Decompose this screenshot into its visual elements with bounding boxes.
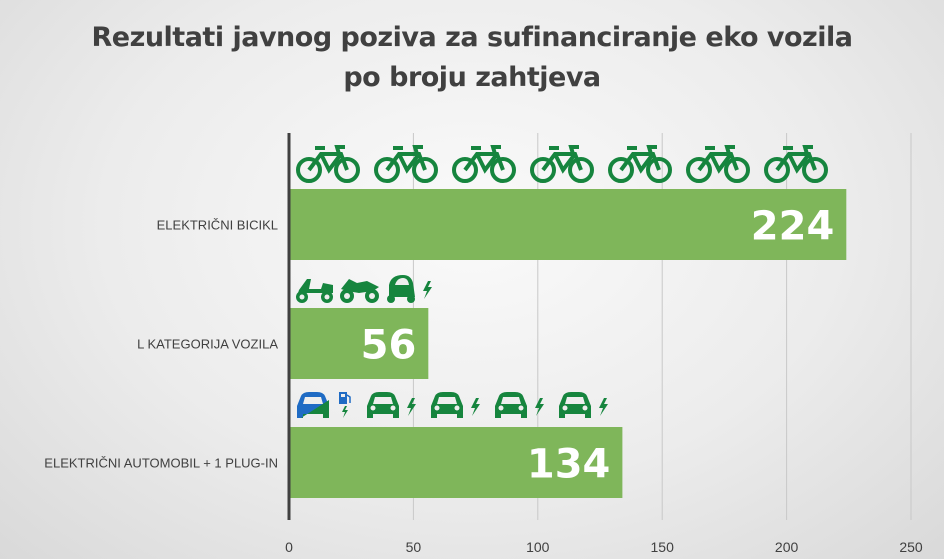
bicycle-icon: [764, 145, 828, 183]
bolt-icon: [535, 398, 544, 416]
chart-title: Rezultati javnog poziva za sufinanciranj…: [0, 18, 944, 98]
bicycle-icon: [374, 145, 438, 183]
car-icon: [367, 392, 399, 418]
scooter-icon: [296, 279, 333, 303]
category-label: ELEKTRIČNI AUTOMOBIL + 1 PLUG-IN: [44, 456, 278, 471]
car-icon: [431, 392, 463, 418]
x-tick-label: 0: [285, 539, 293, 555]
motorcycle-icon: [340, 279, 379, 303]
x-tick-label: 250: [899, 539, 923, 555]
plugin-car-icon: [297, 392, 329, 418]
x-tick-label: 50: [406, 539, 422, 555]
bolt-icon: [599, 398, 608, 416]
bar: [290, 427, 623, 498]
car-icon: [495, 392, 527, 418]
x-tick-label: 150: [651, 539, 675, 555]
data-label: 134: [527, 442, 611, 488]
x-tick-label: 100: [526, 539, 550, 555]
bolt-icon: [471, 398, 480, 416]
bicycle-icon: [296, 145, 360, 183]
bolt-icon: [423, 281, 432, 299]
category-label: ELEKTRIČNI BICIKL: [157, 218, 278, 233]
bicycle-icon: [452, 145, 516, 183]
fuel-pump-icon: [339, 392, 351, 418]
x-tick-label: 200: [775, 539, 799, 555]
bar: [290, 308, 429, 379]
microcar-icon: [387, 275, 415, 303]
bolt-icon: [407, 398, 416, 416]
car-icon: [559, 392, 591, 418]
bicycle-icon: [608, 145, 672, 183]
data-label: 224: [751, 204, 835, 250]
category-label: L KATEGORIJA VOZILA: [137, 337, 278, 352]
bicycle-icon: [530, 145, 594, 183]
bar: [290, 189, 847, 260]
chart-title-line-2: po broju zahtjeva: [343, 62, 601, 93]
chart-title-line-1: Rezultati javnog poziva za sufinanciranj…: [91, 22, 853, 53]
bicycle-icon: [686, 145, 750, 183]
data-label: 56: [361, 323, 417, 369]
